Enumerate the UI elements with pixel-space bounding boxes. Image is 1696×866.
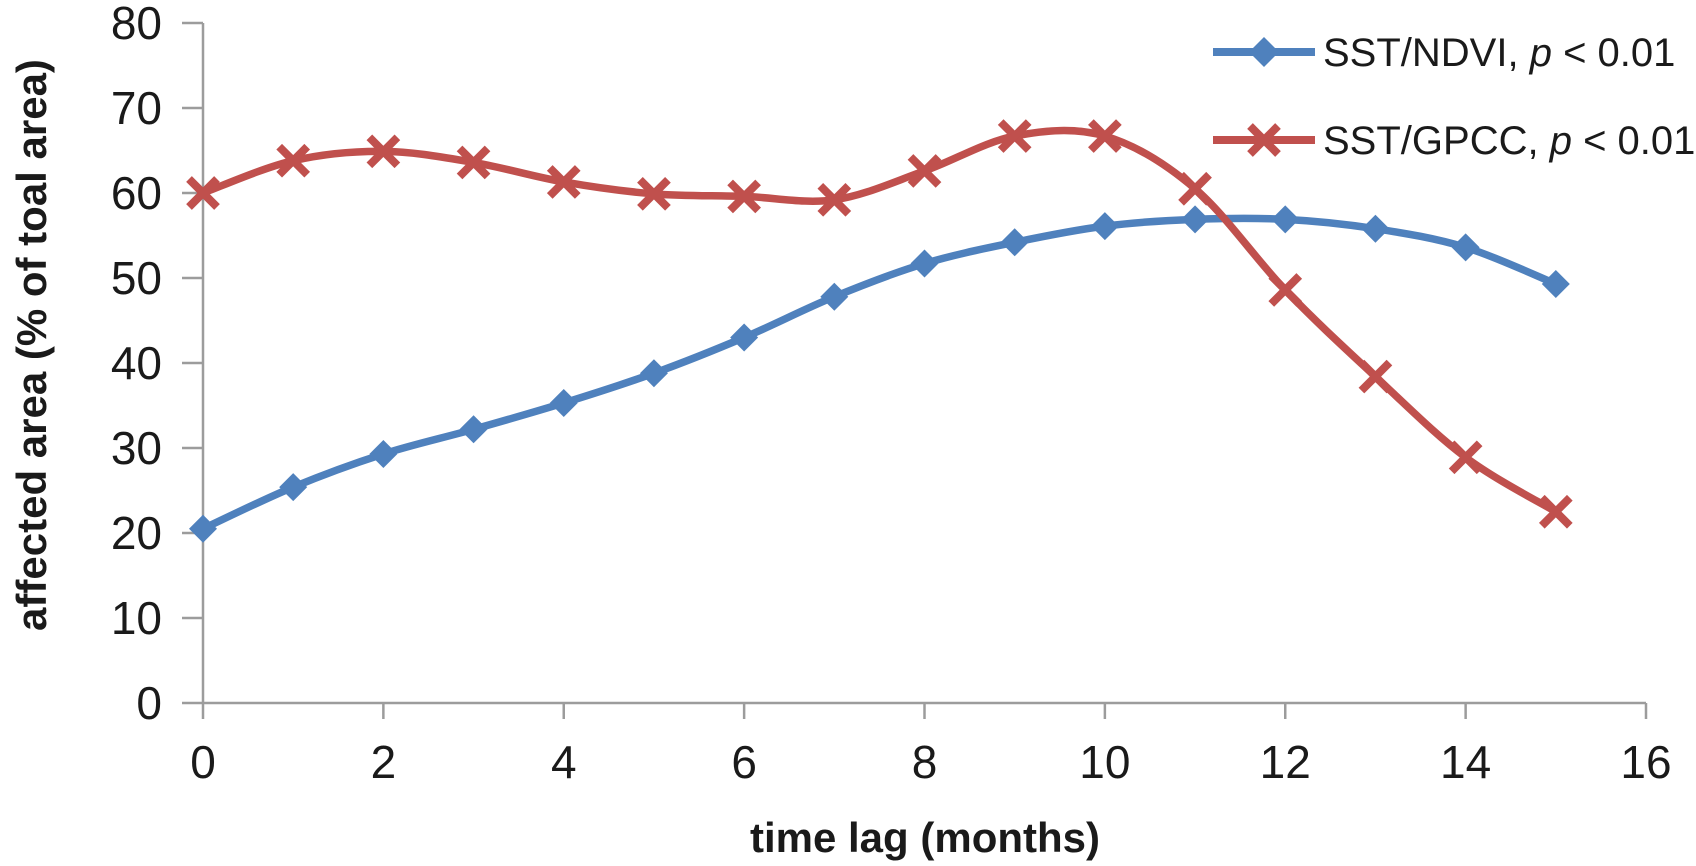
x-marker [1178,171,1212,206]
x-marker [186,176,220,210]
x-tick-label: 16 [1620,736,1671,788]
x-tick-label: 8 [912,736,938,788]
y-tick-label: 70 [111,82,162,134]
x-marker [1088,119,1122,153]
legend-entry-ndvi: SST/NDVI, p < 0.01 [1213,31,1675,75]
legend-diamond-marker [1249,37,1279,67]
x-marker-stroke [1538,494,1573,529]
diamond-marker [1000,228,1029,257]
y-tick-label: 30 [111,422,162,474]
x-marker [1358,359,1393,394]
x-marker-stroke [1448,440,1483,475]
y-tick-label: 80 [111,0,162,49]
legend-label: SST/GPCC, p < 0.01 [1323,119,1695,163]
x-marker [637,177,671,211]
x-marker-stroke [276,143,311,178]
legend-x-marker [1247,123,1281,157]
x-marker [1448,440,1483,475]
y-tick-label: 40 [111,337,162,389]
x-tick-label: 6 [731,736,757,788]
x-tick-label: 14 [1440,736,1491,788]
y-tick-label: 60 [111,167,162,219]
x-marker [997,119,1032,153]
x-marker-stroke [1268,273,1303,307]
diamond-marker [1361,214,1390,243]
x-marker [546,165,581,199]
y-tick-label: 10 [111,592,162,644]
x-marker [727,179,761,214]
x-tick-label: 2 [371,736,397,788]
x-marker [1538,494,1573,529]
x-marker-stroke [907,154,942,188]
x-marker [1268,273,1303,307]
chart-legend: SST/NDVI, p < 0.01 SST/GPCC, p < 0.01 [1213,31,1695,163]
diamond-marker [369,439,398,468]
x-tick-label: 12 [1260,736,1311,788]
diamond-marker [1181,205,1210,234]
x-marker [276,143,311,178]
diamond-marker [639,359,668,388]
x-marker-stroke [1358,359,1393,394]
x-marker-stroke [1088,119,1122,153]
diamond-marker [1271,205,1300,234]
y-tick-label: 0 [136,677,162,729]
x-marker-stroke [456,145,491,180]
diamond-marker [1541,269,1570,298]
x-marker [907,154,942,188]
series-ndvi [189,205,1570,543]
data-series [186,119,1573,543]
legend-entry-gpcc: SST/GPCC, p < 0.01 [1213,119,1695,163]
x-marker-stroke [817,182,852,217]
x-tick-label: 4 [551,736,577,788]
x-tick-label: 10 [1079,736,1130,788]
diamond-marker [189,514,217,543]
x-marker-stroke [366,134,401,169]
x-marker [456,145,491,180]
x-marker [817,182,852,217]
diamond-marker [910,249,939,278]
x-marker [366,134,401,169]
diamond-marker [549,388,578,417]
x-tick-label: 0 [190,736,216,788]
x-marker-stroke [1178,171,1212,206]
series-line [199,214,1560,533]
x-marker-stroke [546,165,581,199]
x-axis-title: time lag (months) [750,814,1100,861]
diamond-marker [459,415,488,444]
x-marker-stroke [727,179,761,214]
x-marker-stroke [1247,123,1281,157]
axes: 0 10 20 30 40 50 60 70 80 0 2 4 6 8 10 12 14 16 [111,0,1672,788]
series-gpcc [186,119,1573,529]
legend-label: SST/NDVI, p < 0.01 [1323,31,1675,75]
diamond-marker [1090,212,1119,241]
x-marker-stroke [637,177,671,211]
series-line [199,126,1560,516]
diamond-marker [279,473,308,502]
y-tick-label: 20 [111,507,162,559]
y-tick-label: 50 [111,252,162,304]
diamond-marker [730,323,759,352]
x-marker-stroke [186,176,220,210]
diamond-marker [1451,233,1480,262]
y-axis-title: affected area (% of toal area) [8,59,55,631]
x-marker-stroke [997,119,1032,153]
diamond-marker [820,282,849,311]
